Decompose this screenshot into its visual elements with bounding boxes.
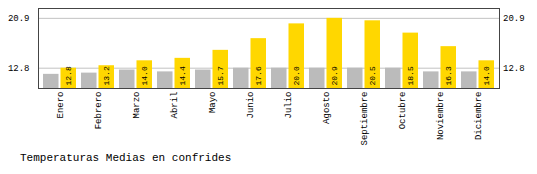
svg-text:20.9: 20.9 [330, 66, 339, 85]
svg-text:Abril: Abril [170, 92, 180, 119]
svg-text:13.2: 13.2 [102, 66, 111, 85]
svg-text:Julio: Julio [284, 92, 294, 119]
svg-text:Enero: Enero [56, 92, 66, 119]
svg-text:20.5: 20.5 [368, 66, 377, 85]
svg-text:20.9: 20.9 [8, 14, 30, 24]
svg-text:Octubre: Octubre [398, 92, 408, 130]
svg-text:12.8: 12.8 [8, 64, 30, 74]
svg-text:Mayo: Mayo [208, 92, 218, 114]
svg-text:14.0: 14.0 [140, 66, 149, 85]
svg-text:14.0: 14.0 [482, 66, 491, 85]
html-text:Temperaturas Medias en confrid: Temperaturas Medias en confrides [20, 152, 232, 164]
svg-text:12.8: 12.8 [64, 66, 73, 85]
svg-text:Noviembre: Noviembre [436, 92, 446, 141]
svg-text:16.3: 16.3 [444, 66, 453, 85]
svg-text:Diciembre: Diciembre [474, 92, 484, 141]
svg-text:15.7: 15.7 [216, 66, 225, 85]
svg-text:14.4: 14.4 [178, 66, 187, 85]
svg-text:20.9: 20.9 [503, 14, 525, 24]
svg-text:Marzo: Marzo [132, 92, 142, 119]
svg-text:Septiembre: Septiembre [360, 92, 370, 146]
svg-text:17.6: 17.6 [254, 66, 263, 85]
svg-text:Agosto: Agosto [322, 92, 332, 124]
svg-text:Febrero: Febrero [94, 92, 104, 130]
svg-text:Junio: Junio [246, 92, 256, 119]
svg-text:18.5: 18.5 [406, 66, 415, 85]
svg-text:20.0: 20.0 [292, 66, 301, 85]
svg-text:12.8: 12.8 [503, 64, 525, 74]
